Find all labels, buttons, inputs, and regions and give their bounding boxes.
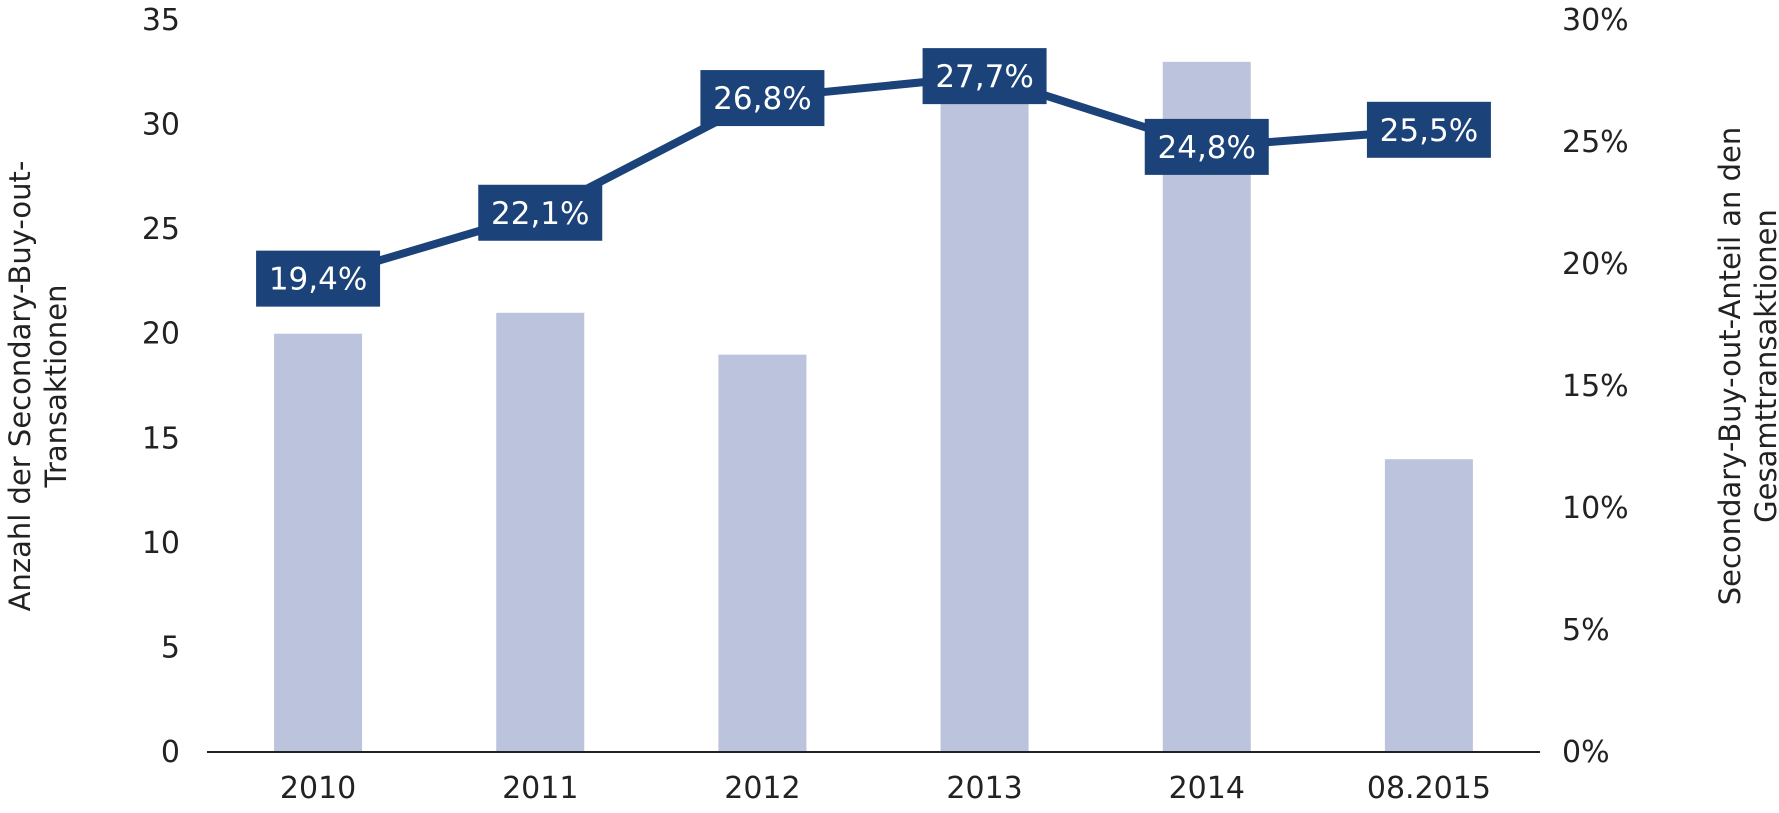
share-line bbox=[316, 72, 1430, 283]
y-right-axis-title: Secondary-Buy-out-Anteil an denGesamttra… bbox=[1713, 127, 1779, 606]
bar-2011 bbox=[496, 312, 585, 752]
data-label-box bbox=[1366, 101, 1491, 158]
y-right-tick-label: 0% bbox=[1562, 735, 1610, 770]
x-tick-label: 2014 bbox=[1169, 771, 1245, 806]
x-tick-label: 2010 bbox=[280, 771, 356, 806]
x-tick-label: 2011 bbox=[502, 771, 578, 806]
data-label: 19,4% bbox=[269, 262, 367, 298]
data-label-box bbox=[478, 184, 603, 241]
data-label: 26,8% bbox=[713, 81, 811, 117]
axis-titles-layer: Anzahl der Secondary-Buy-out-Transaktion… bbox=[3, 127, 1779, 612]
data-label: 24,8% bbox=[1158, 130, 1256, 166]
data-label: 22,1% bbox=[491, 196, 589, 232]
y-left-tick-label: 25 bbox=[142, 212, 180, 247]
bars-layer bbox=[274, 61, 1473, 753]
data-label: 27,7% bbox=[935, 59, 1033, 95]
y-right-tick-label: 30% bbox=[1562, 3, 1629, 38]
y-right-tick-label: 5% bbox=[1562, 613, 1610, 648]
y-left-tick-label: 5 bbox=[161, 630, 180, 665]
data-label-box bbox=[256, 250, 381, 307]
data-labels-layer: 19,4% 22,1% 26,8% 27,7% 24,8% 25,5% bbox=[256, 48, 1491, 307]
y-left-tick-label: 35 bbox=[142, 3, 180, 38]
x-tick-label: 08.2015 bbox=[1367, 771, 1491, 806]
y-left-axis-title: Anzahl der Secondary-Buy-out-Transaktion… bbox=[3, 161, 73, 612]
x-tick-label: 2013 bbox=[946, 771, 1022, 806]
data-label: 25,5% bbox=[1380, 113, 1478, 149]
y-left-tick-label: 10 bbox=[142, 526, 180, 561]
line-series-layer bbox=[314, 72, 1433, 283]
y-right-tick-label: 10% bbox=[1562, 491, 1629, 526]
y-left-tick-label: 30 bbox=[142, 108, 180, 143]
bar-08.2015 bbox=[1384, 459, 1473, 752]
bar-2013 bbox=[940, 103, 1029, 752]
ticks-layer: 0 5 10 15 20 25 30 35 0% 5% 10% 15% 20% 25% 30% 2010 201… bbox=[142, 3, 1629, 806]
data-label-box bbox=[1144, 118, 1269, 175]
y-left-tick-label: 15 bbox=[142, 421, 180, 456]
y-right-tick-label: 20% bbox=[1562, 247, 1629, 282]
data-label-box bbox=[700, 70, 825, 127]
x-tick-label: 2012 bbox=[724, 771, 800, 806]
y-right-tick-label: 25% bbox=[1562, 125, 1629, 160]
y-left-tick-label: 0 bbox=[161, 735, 180, 770]
bar-2012 bbox=[718, 354, 807, 752]
bar-2010 bbox=[274, 333, 363, 752]
y-left-tick-label: 20 bbox=[142, 317, 180, 352]
data-label-box bbox=[922, 48, 1047, 105]
bar-2014 bbox=[1162, 61, 1251, 753]
y-right-tick-label: 15% bbox=[1562, 369, 1629, 404]
